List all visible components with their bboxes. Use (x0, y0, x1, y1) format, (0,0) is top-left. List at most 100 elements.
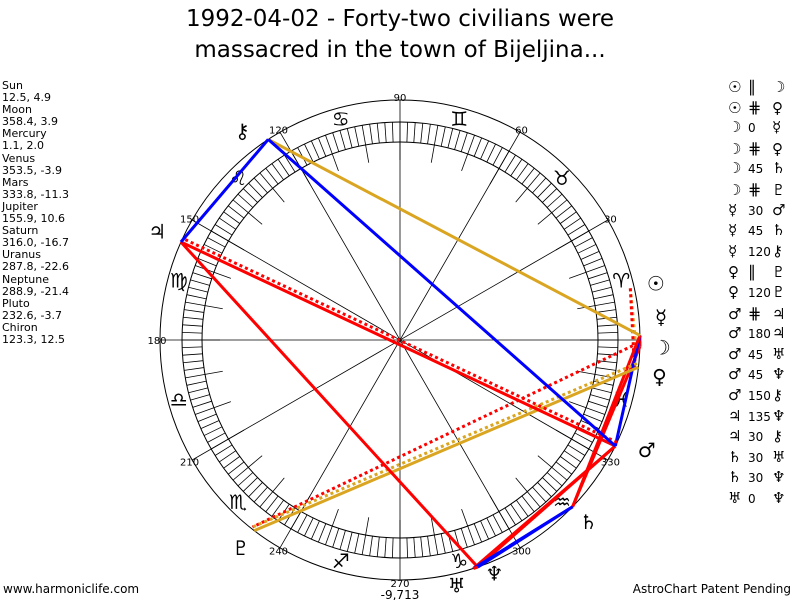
degree-tick (515, 477, 541, 508)
planet-glyph-icon: ♃ (728, 427, 742, 446)
planet-coords: 333.8, -11.3 (2, 187, 69, 201)
degree-label: 210 (180, 458, 199, 469)
aspect-row: ♂ ⋕ ♃ (728, 304, 785, 325)
chart-title: 1992-04-02 - Forty-two civilians were ma… (0, 4, 800, 66)
degree-tick (310, 520, 320, 540)
aspect-row: ♃ 135♆ (728, 407, 785, 428)
aspect-type: ∥ (748, 77, 756, 96)
aspect-row: ☽ 45 ♄ (728, 159, 785, 180)
aspect-line (571, 334, 642, 508)
planet-glyph-icon: ☽ (772, 78, 786, 96)
degree-tick (592, 286, 612, 293)
planet-coords: 155.9, 10.6 (2, 212, 65, 226)
degree-tick (563, 217, 581, 230)
planet-glyph-icon: ☿ (728, 241, 738, 260)
degree-tick (192, 400, 212, 408)
degree-tick (537, 182, 552, 198)
patent-notice: AstroChart Patent Pending (632, 582, 791, 596)
aspect-type: 30 (748, 471, 764, 486)
aspect-line (181, 237, 618, 444)
degree-tick (588, 400, 608, 408)
degree-tick (542, 188, 558, 203)
planet-name: Saturn (2, 224, 39, 238)
degree-tick (461, 509, 475, 545)
degree-tick (454, 130, 461, 150)
degree-tick (188, 387, 208, 394)
planet-coords: 288.9, -21.4 (2, 284, 69, 298)
degree-tick (486, 517, 496, 537)
planet-pluto-icon: ♇ (232, 536, 250, 560)
planet-glyph-icon: ♇ (772, 282, 786, 301)
degree-tick (516, 499, 529, 517)
degree-tick (516, 163, 529, 181)
aspect-type: 30 (748, 430, 764, 445)
degree-tick (183, 316, 204, 320)
degree-tick (537, 482, 552, 498)
degree-tick (567, 444, 586, 456)
degree-tick (427, 124, 431, 144)
degree-tick (406, 537, 409, 558)
planet-glyph-icon: ♀ (772, 139, 783, 158)
degree-tick (369, 124, 373, 144)
planet-name: Jupiter (2, 199, 38, 213)
degree-tick (440, 533, 446, 554)
planet-glyph-icon: ☽ (728, 159, 742, 178)
aspect-line (179, 138, 270, 243)
degree-tick (504, 507, 516, 526)
title-line-1: 1992-04-02 - Forty-two civilians were (185, 6, 615, 32)
planet-glyph-icon: ☿ (728, 221, 738, 240)
degree-tick (460, 132, 468, 152)
aspect-type: 120 (748, 285, 771, 300)
degree-tick (473, 137, 483, 157)
degree-tick (542, 477, 558, 492)
aspect-type: ⋕ (748, 97, 762, 117)
degree-tick (420, 123, 424, 144)
degree-tick (259, 172, 285, 203)
planet-glyph-icon: ♅ (728, 488, 742, 507)
planet-glyph-icon: ♆ (772, 406, 786, 425)
aspect-line (472, 565, 479, 570)
planet-glyph-icon: ♂ (728, 324, 742, 343)
degree-tick (190, 394, 210, 401)
degree-tick (447, 128, 454, 148)
aspect-line (476, 444, 617, 569)
degree-tick (532, 177, 547, 194)
degree-tick (183, 360, 204, 364)
degree-tick (182, 346, 203, 349)
degree-tick (332, 132, 340, 152)
degree-tick (277, 159, 290, 177)
degree-tick (480, 520, 490, 540)
degree-tick (420, 536, 424, 557)
aspect-type: 45 (748, 162, 764, 177)
aspect-type: 30 (748, 450, 764, 465)
degree-tick (369, 536, 373, 556)
aspect-line (251, 341, 639, 529)
degree-tick (203, 426, 223, 436)
planet-name: Neptune (2, 272, 50, 286)
aspect-line (252, 362, 638, 529)
degree-tick (182, 331, 203, 334)
aspect-row: ♂ 180♃ (728, 324, 785, 345)
planet-glyph-icon: ♆ (772, 365, 786, 384)
planet-glyph-icon: ♄ (728, 447, 742, 466)
planet-mercury-icon: ☿ (655, 305, 667, 329)
zodiac-sign-icon: ♏ (229, 490, 247, 514)
planet-glyph-icon: ♆ (772, 488, 786, 507)
aspect-type: 120 (748, 244, 771, 259)
degree-tick (248, 482, 263, 498)
website-link[interactable]: www.harmoniclife.com (3, 582, 140, 596)
aspect-row: ☉ ⋕ ♀ (728, 98, 785, 119)
planet-name: Moon (2, 103, 32, 117)
aspect-line (476, 505, 574, 569)
planet-glyph-icon: ⚷ (772, 385, 783, 404)
aspect-row: ☉ ∥ ☽ (728, 77, 785, 98)
degree-tick (596, 360, 617, 364)
planet-glyph-icon: ♅ (772, 344, 786, 363)
planet-glyph-icon: ♃ (728, 406, 742, 425)
degree-tick (219, 450, 237, 463)
degree-tick (440, 126, 446, 147)
degree-tick (227, 205, 245, 219)
aspect-row: ♀ 120♇ (728, 283, 785, 304)
degree-tick (214, 444, 233, 456)
degree-tick (521, 167, 535, 185)
